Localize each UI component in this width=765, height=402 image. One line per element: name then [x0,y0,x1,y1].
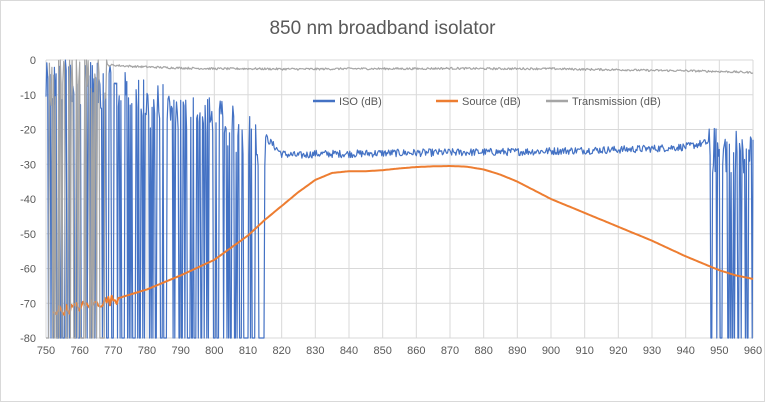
y-tick-label: -10 [20,90,36,102]
x-tick-label: 810 [239,345,257,357]
x-tick-label: 960 [744,345,762,357]
x-tick-label: 950 [710,345,728,357]
y-tick-label: -30 [20,159,36,171]
x-tick-label: 790 [171,345,189,357]
x-tick-label: 760 [70,345,88,357]
series-line [53,166,753,315]
legend: ISO (dB) Source (dB) Transmission (dB) [313,96,661,108]
x-tick-label: 870 [441,345,459,357]
x-tick-label: 770 [104,345,122,357]
y-tick-label: 0 [30,55,36,67]
y-tick-label: -70 [20,298,36,310]
x-tick-label: 850 [373,345,391,357]
x-tick-label: 830 [306,345,324,357]
x-tick-label: 780 [138,345,156,357]
legend-label: Transmission (dB) [572,96,661,108]
y-tick-label: -80 [20,333,36,345]
x-tick-label: 890 [508,345,526,357]
x-tick-label: 750 [37,345,55,357]
y-tick-label: -40 [20,194,36,206]
legend-label: ISO (dB) [339,96,382,108]
y-tick-label: -50 [20,229,36,241]
y-tick-label: -20 [20,125,36,137]
legend-label: Source (dB) [462,96,521,108]
x-tick-label: 940 [676,345,694,357]
x-tick-label: 860 [407,345,425,357]
x-tick-label: 840 [340,345,358,357]
x-tick-label: 930 [643,345,661,357]
series-group [53,166,753,315]
x-tick-label: 880 [474,345,492,357]
x-tick-label: 820 [272,345,290,357]
x-tick-label: 910 [575,345,593,357]
x-tick-label: 800 [205,345,223,357]
x-tick-label: 920 [609,345,627,357]
x-tick-label: 900 [542,345,560,357]
y-tick-label: -60 [20,264,36,276]
